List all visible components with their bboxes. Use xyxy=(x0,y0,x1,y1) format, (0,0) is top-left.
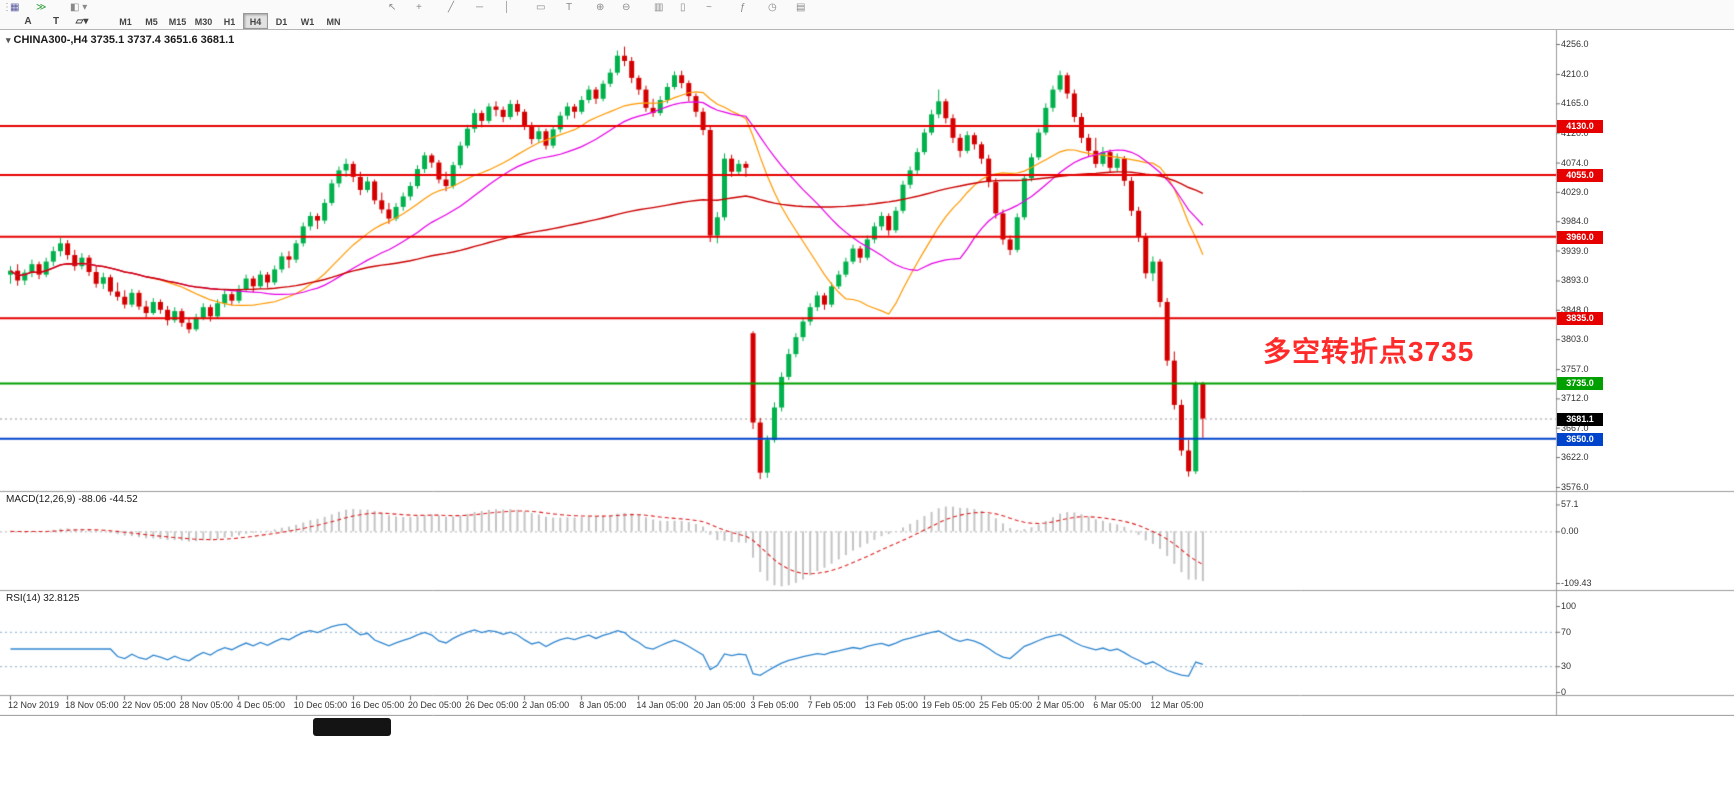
price-tick-label: 3576.0 xyxy=(1561,482,1589,492)
price-tick-label: 4074.0 xyxy=(1561,157,1589,168)
candlestick-chart-icon[interactable]: ▯ xyxy=(680,2,686,13)
time-tick-label: 7 Feb 05:00 xyxy=(807,700,856,710)
price-tick-label: 4256.0 xyxy=(1561,39,1589,49)
price-tick-label: 3803.0 xyxy=(1561,334,1589,345)
zoom-out-icon[interactable]: ⊖ xyxy=(622,2,631,13)
tile-windows-icon[interactable]: ▦ xyxy=(10,2,20,13)
time-tick-label: 22 Nov 05:00 xyxy=(122,700,176,710)
price-tick-label: 3939.0 xyxy=(1561,245,1589,256)
price-tick-label: 3848.0 xyxy=(1561,304,1589,315)
time-tick-label: 2 Mar 05:00 xyxy=(1036,700,1085,710)
rectangle-icon[interactable]: ▭ xyxy=(536,2,546,13)
macd-label: MACD(12,26,9) -88.06 -44.52 xyxy=(6,494,138,505)
price-tick-label: 3757.0 xyxy=(1561,364,1589,375)
price-tick-label: 4029.0 xyxy=(1561,186,1589,197)
time-tick-label: 8 Jan 05:00 xyxy=(579,700,627,710)
cursor-icon[interactable]: ↖ xyxy=(388,2,397,13)
toolbar: ⋮ ▦ ≫ ◧ ▾ ↖ + ╱ ─ │ ▭ T ⊕ ⊖ ▥ ▯ ~ ƒ ◷ ▤ A T ▱▾ M1 M5 M15 M30 H1 H… xyxy=(0,0,1734,30)
time-tick-label: 10 Dec 05:00 xyxy=(293,700,348,710)
time-tick-label: 4 Dec 05:00 xyxy=(236,700,286,710)
price-line-badge: 4055.0 xyxy=(1557,168,1603,182)
timeframe-button-m30[interactable]: M30 xyxy=(194,17,213,27)
macd-tick-label: 57.1 xyxy=(1561,499,1579,510)
timeframe-button-m1[interactable]: M1 xyxy=(119,17,132,27)
price-tick-label: 4210.0 xyxy=(1561,68,1589,79)
toolbar-grip-icon[interactable]: ⋮ xyxy=(2,2,12,13)
timeframe-button-m5[interactable]: M5 xyxy=(145,17,158,27)
line-chart-icon[interactable]: ~ xyxy=(706,2,712,13)
horizontal-line-icon[interactable]: ─ xyxy=(476,2,484,13)
time-tick-label: 28 Nov 05:00 xyxy=(179,700,233,710)
time-tick-label: 12 Nov 2019 xyxy=(8,700,60,710)
timeframe-button-d1[interactable]: D1 xyxy=(275,17,288,27)
profiles-dropdown-icon[interactable]: ◧ ▾ xyxy=(70,2,88,13)
time-tick-label: 20 Jan 05:00 xyxy=(693,700,746,710)
current-price-badge: 3681.1 xyxy=(1557,412,1603,426)
time-tick-label: 6 Mar 05:00 xyxy=(1093,700,1142,710)
macd-tick-label: 0.00 xyxy=(1561,526,1579,537)
price-tick-label: 3622.0 xyxy=(1561,452,1589,463)
time-tick-label: 2 Jan 05:00 xyxy=(522,700,570,710)
price-line-badge: 3835.0 xyxy=(1557,312,1603,326)
text-cursor-button[interactable]: T xyxy=(52,16,60,27)
zoom-in-icon[interactable]: ⊕ xyxy=(596,2,605,13)
shapes-dropdown[interactable]: ▱▾ xyxy=(75,16,89,27)
time-tick-label: 19 Feb 05:00 xyxy=(921,700,975,710)
crosshair-icon[interactable]: + xyxy=(416,2,422,13)
timeframe-button-h4[interactable]: H4 xyxy=(243,13,268,29)
price-tick-label: 3712.0 xyxy=(1561,393,1589,404)
price-tick-label: 3667.0 xyxy=(1561,422,1589,433)
chart-window[interactable]: ▾ CHINA300-,H4 3735.1 3737.4 3651.6 3681.… xyxy=(0,30,1734,716)
time-tick-label: 3 Feb 05:00 xyxy=(750,700,799,710)
price-tick-label: 4165.0 xyxy=(1561,98,1589,109)
rsi-tick-label: 0 xyxy=(1561,687,1567,697)
time-tick-label: 18 Nov 05:00 xyxy=(65,700,119,710)
macd-tick-label: -109.43 xyxy=(1561,578,1592,588)
periods-icon[interactable]: ◷ xyxy=(768,2,777,13)
chart-title: ▾ CHINA300-,H4 3735.1 3737.4 3651.6 3681.… xyxy=(6,34,234,46)
timeframe-button-w1[interactable]: W1 xyxy=(300,17,315,27)
time-tick-label: 25 Feb 05:00 xyxy=(979,700,1033,710)
price-tick-label: 3893.0 xyxy=(1561,275,1589,286)
timeframe-button-m15[interactable]: M15 xyxy=(168,17,187,27)
time-tick-label: 12 Mar 05:00 xyxy=(1150,700,1204,710)
timeframe-button-mn[interactable]: MN xyxy=(326,17,341,27)
vertical-line-icon[interactable]: │ xyxy=(504,2,511,13)
price-line-badge: 3735.0 xyxy=(1557,377,1603,391)
bar-chart-icon[interactable]: ▥ xyxy=(654,2,664,13)
collapse-arrow-icon[interactable]: ▾ xyxy=(6,35,11,45)
annotation-a-button[interactable]: A xyxy=(24,16,32,27)
time-tick-label: 16 Dec 05:00 xyxy=(350,700,405,710)
main-chart-canvas[interactable] xyxy=(0,30,1734,716)
price-line-badge: 3650.0 xyxy=(1557,432,1603,446)
price-axis[interactable]: 4256.04210.04165.04120.04074.04029.03984… xyxy=(1558,30,1628,716)
time-tick-label: 13 Feb 05:00 xyxy=(864,700,918,710)
price-line-badge: 3960.0 xyxy=(1557,230,1603,244)
bottom-strip xyxy=(0,716,1734,797)
trendline-icon[interactable]: ╱ xyxy=(448,2,455,13)
rsi-tick-label: 100 xyxy=(1561,601,1577,611)
timeframe-bar: M1 M5 M15 M30 H1 H4 D1 W1 MN xyxy=(113,13,346,29)
charts-toolbar-icon[interactable]: ≫ xyxy=(36,2,47,13)
text-tool-icon[interactable]: T xyxy=(566,2,573,13)
time-tick-label: 26 Dec 05:00 xyxy=(464,700,519,710)
price-line-badge: 4130.0 xyxy=(1557,120,1603,134)
time-tick-label: 14 Jan 05:00 xyxy=(636,700,689,710)
timeframe-button-h1[interactable]: H1 xyxy=(223,17,236,27)
rsi-tick-label: 70 xyxy=(1561,626,1572,637)
time-tick-label: 20 Dec 05:00 xyxy=(407,700,462,710)
templates-icon[interactable]: ▤ xyxy=(796,2,806,13)
rsi-tick-label: 30 xyxy=(1561,661,1572,672)
rsi-label: RSI(14) 32.8125 xyxy=(6,593,80,604)
chart-title-text: CHINA300-,H4 3735.1 3737.4 3651.6 3681.1 xyxy=(13,34,235,46)
price-tick-label: 3984.0 xyxy=(1561,216,1589,227)
bottom-window-fragment xyxy=(313,718,391,736)
indicators-icon[interactable]: ƒ xyxy=(740,2,746,13)
annotation-text: 多空转折点3735 xyxy=(1263,336,1475,367)
